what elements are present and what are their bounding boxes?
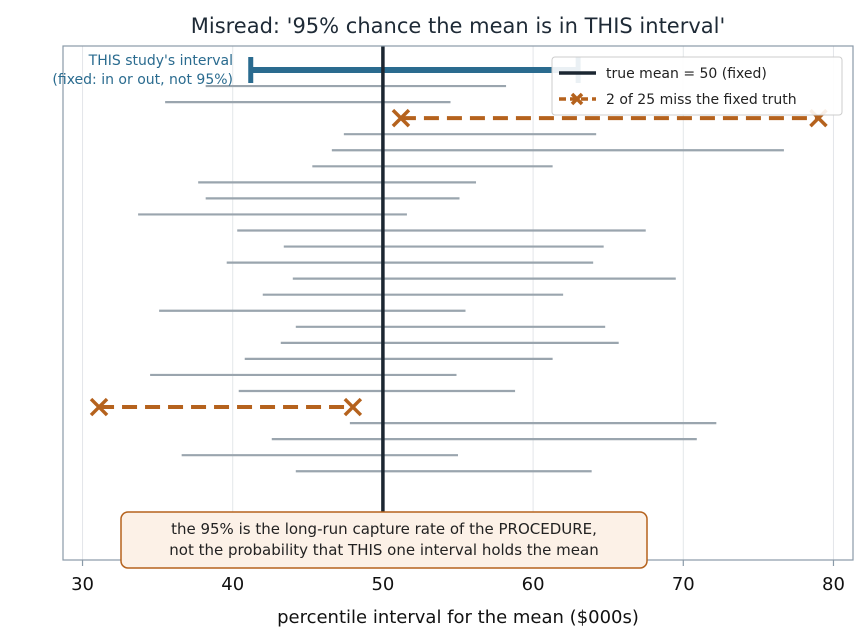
note-line1: the 95% is the long-run capture rate of …	[171, 520, 597, 538]
this-interval-label-line2: (fixed: in or out, not 95%)	[52, 72, 233, 88]
miss-marker-high-21	[343, 397, 363, 417]
legend: true mean = 50 (fixed) 2 of 25 miss the …	[551, 56, 843, 116]
note-box: the 95% is the long-run capture rate of …	[120, 511, 648, 569]
legend-box	[551, 56, 843, 116]
chart-title: Misread: '95% chance the mean is in THIS…	[191, 14, 726, 38]
legend-true-mean-label: true mean = 50 (fixed)	[606, 66, 767, 82]
x-tick-label-50: 50	[371, 574, 394, 595]
x-axis-label: percentile interval for the mean ($000s)	[277, 607, 639, 628]
legend-miss-label: 2 of 25 miss the fixed truth	[606, 92, 797, 108]
plot-frame	[62, 45, 854, 561]
x-axis-ticks: 30 40 50 60 70 80	[71, 560, 845, 595]
miss-marker-low-21	[89, 397, 109, 417]
intervals	[89, 57, 828, 473]
this-interval-label-line1: THIS study's interval	[88, 53, 233, 69]
x-tick-label-60: 60	[522, 574, 545, 595]
note-background	[120, 511, 648, 569]
x-tick-label-40: 40	[221, 574, 244, 595]
x-tick-label-70: 70	[672, 574, 695, 595]
note-line2: not the probability that THIS one interv…	[169, 541, 598, 559]
legend-miss-marker	[570, 92, 584, 106]
miss-marker-low-3	[391, 108, 411, 128]
x-tick-label-30: 30	[71, 574, 94, 595]
x-tick-label-80: 80	[822, 574, 845, 595]
legend-miss-x	[570, 92, 584, 106]
grid	[82, 46, 834, 560]
